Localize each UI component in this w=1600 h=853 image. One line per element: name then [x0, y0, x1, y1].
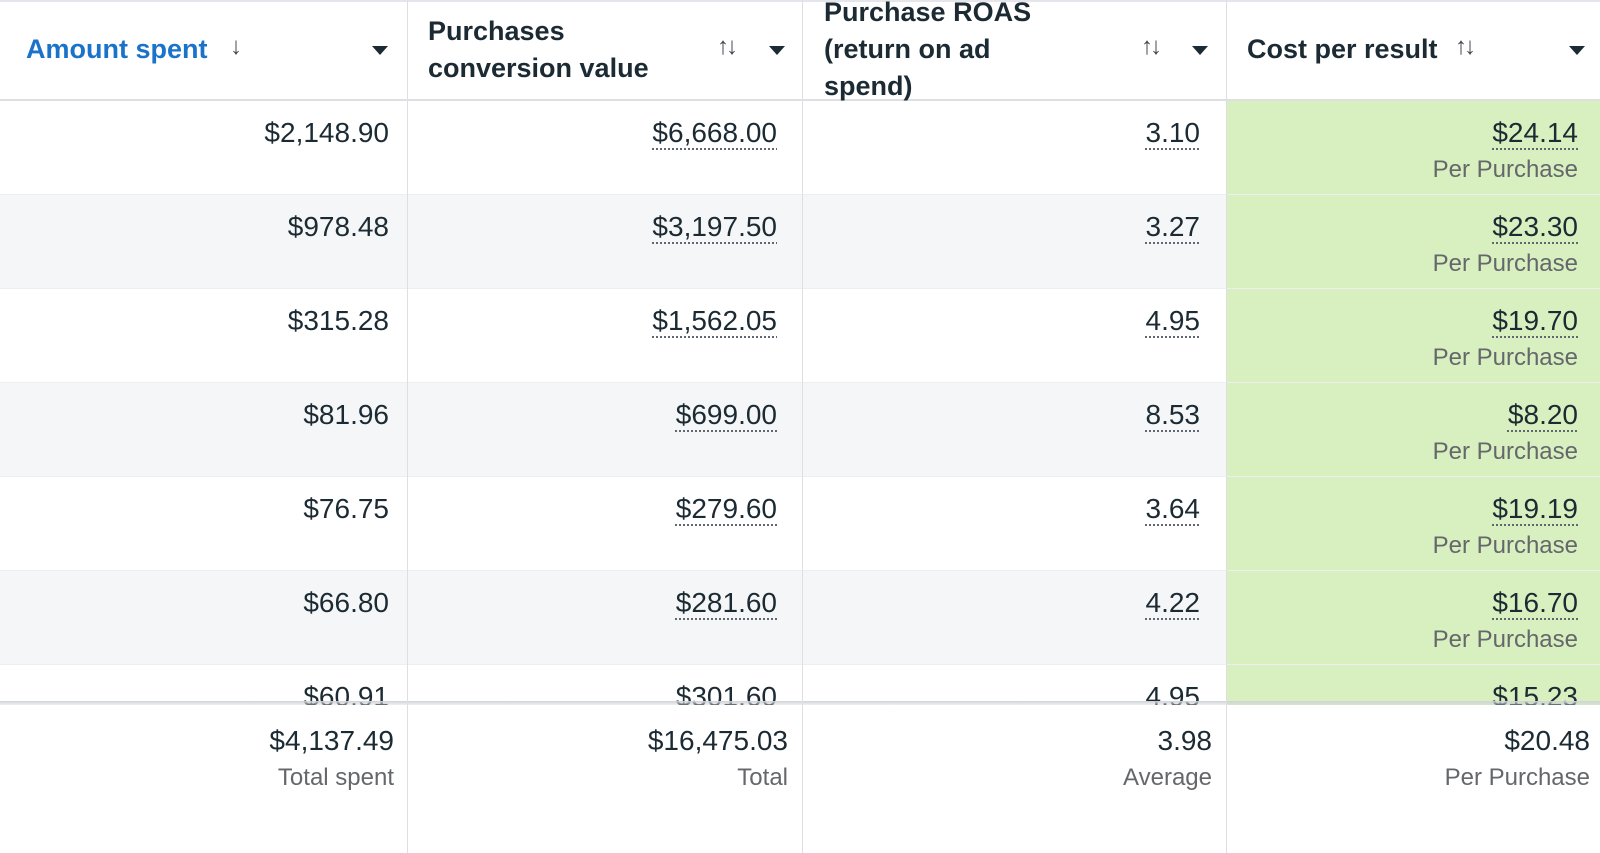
- row-divider: [0, 194, 1600, 195]
- table-header: Amount spent ↓ Purchases conversion valu…: [0, 0, 1600, 101]
- table-row[interactable]: $315.28 $1,562.05 4.95 $19.70 Per Purcha…: [0, 289, 1600, 383]
- total-cost-per-result: $20.48: [1504, 725, 1590, 756]
- chevron-down-icon[interactable]: [1569, 46, 1585, 55]
- result-type-label: Per Purchase: [1432, 156, 1578, 183]
- result-type-label: Per Purchase: [1432, 532, 1578, 559]
- total-conversion-value: $16,475.03: [647, 725, 788, 756]
- table-body: $2,148.90 $6,668.00 3.10 $24.14 Per Purc…: [0, 101, 1600, 705]
- cost-per-result-link[interactable]: $8.20: [1507, 399, 1578, 430]
- column-divider: [802, 0, 803, 853]
- highlight-cell: [1227, 101, 1600, 195]
- column-header-conversion-value[interactable]: Purchases conversion value ↑↓: [408, 0, 802, 99]
- amount-spent-cell: $81.96: [303, 399, 389, 430]
- conversion-value-link[interactable]: $281.60: [675, 587, 777, 618]
- highlight-cell: [1227, 665, 1600, 705]
- roas-link[interactable]: 3.10: [1145, 117, 1201, 148]
- cost-per-result-link[interactable]: $19.70: [1492, 305, 1578, 336]
- scroll-shadow: [0, 701, 1600, 707]
- average-roas-label: Average: [1123, 764, 1212, 791]
- amount-spent-cell: $315.28: [287, 305, 389, 336]
- table-row[interactable]: $2,148.90 $6,668.00 3.10 $24.14 Per Purc…: [0, 101, 1600, 195]
- row-divider: [0, 570, 1600, 571]
- highlight-cell: [1227, 477, 1600, 571]
- total-cost-per-result-label: Per Purchase: [1444, 764, 1590, 791]
- amount-spent-cell: $2,148.90: [264, 117, 389, 148]
- conversion-value-link[interactable]: $3,197.50: [652, 211, 777, 242]
- amount-spent-cell: $66.80: [303, 587, 389, 618]
- chevron-down-icon[interactable]: [372, 46, 388, 55]
- roas-link[interactable]: 3.27: [1145, 211, 1201, 242]
- column-header-roas[interactable]: Purchase ROAS (return on ad spend) ↑↓: [803, 0, 1226, 101]
- chevron-down-icon[interactable]: [1192, 46, 1208, 55]
- conversion-value-link[interactable]: $279.60: [675, 493, 777, 524]
- conversion-value-link[interactable]: $699.00: [675, 399, 777, 430]
- average-roas: 3.98: [1157, 725, 1213, 756]
- roas-link[interactable]: 4.95: [1145, 305, 1201, 336]
- column-divider: [407, 0, 408, 853]
- table-row[interactable]: $978.48 $3,197.50 3.27 $23.30 Per Purcha…: [0, 195, 1600, 289]
- column-title-roas: Purchase ROAS (return on ad spend): [824, 0, 1032, 101]
- column-header-cost-per-result[interactable]: Cost per result ↑↓: [1227, 0, 1600, 99]
- table-row[interactable]: $81.96 $699.00 8.53 $8.20 Per Purchase: [0, 383, 1600, 477]
- cost-per-result-link[interactable]: $23.30: [1492, 211, 1578, 242]
- highlight-cell: [1227, 289, 1600, 383]
- column-divider: [1226, 0, 1227, 853]
- table-row[interactable]: $60.91 $301.60 4.95 $15.23 Per Purchase: [0, 665, 1600, 705]
- sort-descending-icon[interactable]: ↓: [230, 33, 242, 60]
- highlight-cell: [1227, 571, 1600, 665]
- sort-icon[interactable]: ↑↓: [1141, 33, 1162, 60]
- table-row[interactable]: $66.80 $281.60 4.22 $16.70 Per Purchase: [0, 571, 1600, 665]
- result-type-label: Per Purchase: [1432, 626, 1578, 653]
- result-type-label: Per Purchase: [1432, 438, 1578, 465]
- column-title-conversion-value: Purchases conversion value: [428, 15, 649, 83]
- highlight-cell: [1227, 383, 1600, 477]
- total-conversion-value-label: Total: [737, 764, 788, 791]
- roas-link[interactable]: 8.53: [1145, 399, 1201, 430]
- highlight-cell: [1227, 195, 1600, 289]
- cost-per-result-link[interactable]: $16.70: [1492, 587, 1578, 618]
- column-title-cost-per-result: Cost per result: [1247, 34, 1438, 64]
- table-top-border: [0, 0, 1600, 2]
- cost-per-result-link[interactable]: $24.14: [1492, 117, 1578, 148]
- row-divider: [0, 476, 1600, 477]
- table-row[interactable]: $76.75 $279.60 3.64 $19.19 Per Purchase: [0, 477, 1600, 571]
- conversion-value-link[interactable]: $6,668.00: [652, 117, 777, 148]
- amount-spent-cell: $978.48: [287, 211, 389, 242]
- sort-icon[interactable]: ↑↓: [1455, 33, 1476, 60]
- column-title-amount-spent: Amount spent: [26, 34, 208, 64]
- roas-link[interactable]: 3.64: [1145, 493, 1201, 524]
- row-divider: [0, 664, 1600, 665]
- sort-icon[interactable]: ↑↓: [717, 33, 738, 60]
- total-amount-spent: $4,137.49: [269, 725, 394, 756]
- conversion-value-link[interactable]: $1,562.05: [652, 305, 777, 336]
- result-type-label: Per Purchase: [1432, 250, 1578, 277]
- row-divider: [0, 382, 1600, 383]
- roas-link[interactable]: 4.22: [1145, 587, 1201, 618]
- cost-per-result-link[interactable]: $19.19: [1492, 493, 1578, 524]
- row-divider: [0, 288, 1600, 289]
- chevron-down-icon[interactable]: [769, 46, 785, 55]
- amount-spent-cell: $76.75: [303, 493, 389, 524]
- column-header-amount-spent[interactable]: Amount spent ↓: [0, 0, 407, 99]
- table-footer-totals: $4,137.49 Total spent $16,475.03 Total 3…: [0, 705, 1600, 853]
- result-type-label: Per Purchase: [1432, 344, 1578, 371]
- total-amount-spent-label: Total spent: [277, 764, 394, 791]
